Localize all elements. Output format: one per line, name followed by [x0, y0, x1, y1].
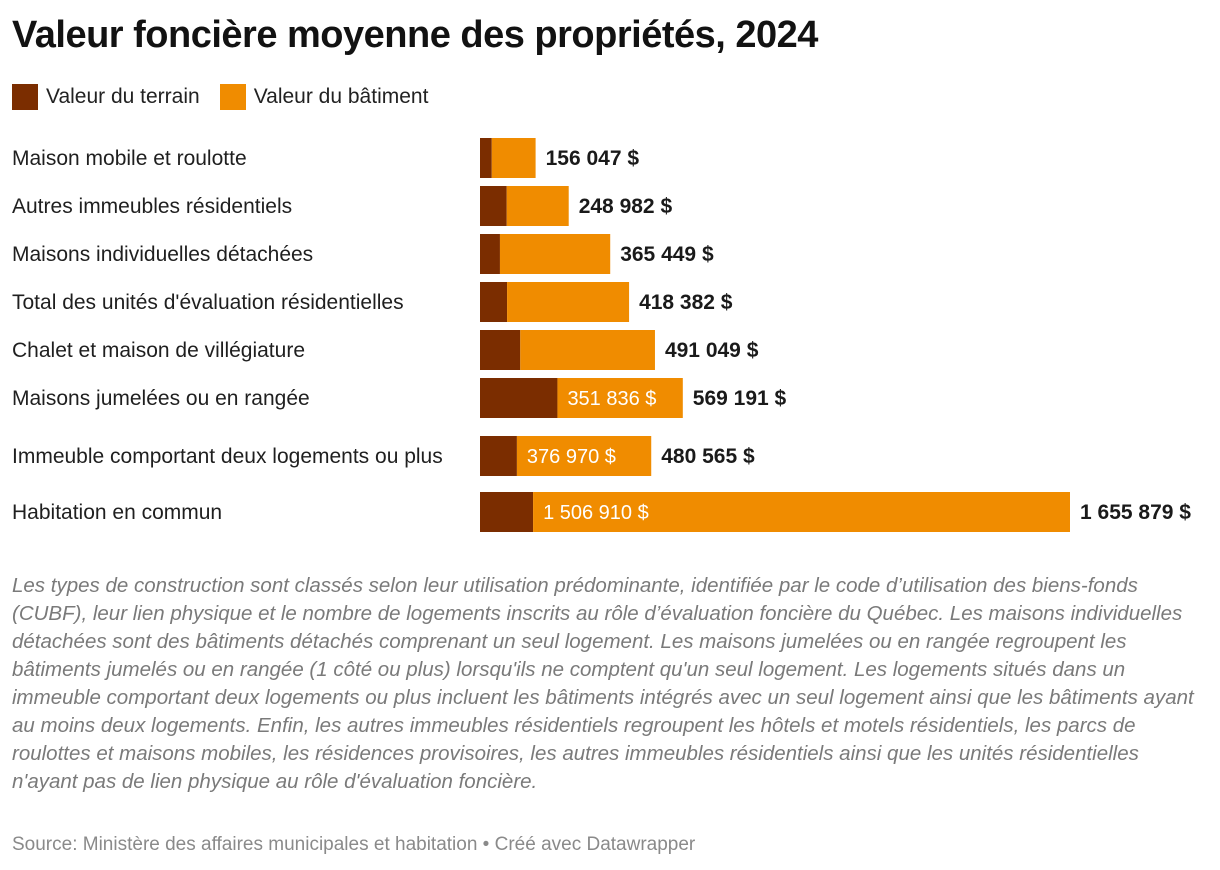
chart-notes: Les types de construction sont classés s…: [12, 574, 1194, 793]
total-value-label: 365 449 $: [620, 243, 714, 266]
bar-segment-batiment: [557, 378, 683, 418]
legend-swatch-terrain: [12, 84, 38, 110]
bar-segment-terrain: [480, 186, 507, 226]
total-value-label: 480 565 $: [661, 445, 755, 468]
category-label: Maisons jumelées ou en rangée: [12, 387, 310, 410]
bar-segment-terrain: [480, 492, 534, 532]
bar-segment-batiment: [507, 282, 630, 322]
bar-segment-batiment: [506, 186, 569, 226]
segment-value-label: 1 506 910 $: [543, 502, 649, 524]
source-credit: Source: Ministère des affaires municipal…: [12, 834, 696, 855]
stacked-bar-chart: Maison mobile et roulotte 156 047 $ Autres…: [12, 138, 1191, 532]
chart-title: Valeur foncière moyenne des propriétés, …: [12, 14, 818, 56]
legend-label-batiment: Valeur du bâtiment: [253, 85, 429, 108]
category-label: Maisons individuelles détachées: [12, 243, 313, 266]
category-label: Chalet et maison de villégiature: [12, 339, 305, 362]
bar-segment-batiment: [533, 492, 1070, 532]
bar-segment-batiment: [491, 138, 536, 178]
bar-segment-batiment: [499, 234, 611, 274]
bar-segment-terrain: [480, 234, 500, 274]
legend-label-terrain: Valeur du terrain: [46, 85, 200, 108]
total-value-label: 569 191 $: [693, 387, 787, 410]
category-label: Autres immeubles résidentiels: [12, 195, 292, 218]
bar-segment-terrain: [480, 436, 517, 476]
total-value-label: 491 049 $: [665, 339, 759, 362]
bar-segment-batiment: [520, 330, 655, 370]
bar-segment-terrain: [480, 378, 558, 418]
bar-segment-terrain: [480, 138, 492, 178]
legend-item-batiment: Valeur du bâtiment: [219, 84, 429, 110]
bar-segment-batiment: [516, 436, 652, 476]
segment-value-label: 351 836 $: [567, 388, 656, 410]
category-label: Maison mobile et roulotte: [12, 147, 247, 170]
legend-item-terrain: Valeur du terrain: [12, 84, 200, 110]
total-value-label: 418 382 $: [639, 291, 733, 314]
total-value-label: 1 655 879 $: [1080, 501, 1191, 524]
category-label: Immeuble comportant deux logements ou pl…: [12, 445, 443, 468]
bar-segment-terrain: [480, 330, 521, 370]
bar-segment-terrain: [480, 282, 508, 322]
legend-swatch-batiment: [219, 84, 246, 110]
legend: Valeur du terrain Valeur du bâtiment: [12, 82, 428, 112]
category-label: Habitation en commun: [12, 501, 222, 524]
total-value-label: 156 047 $: [546, 147, 640, 170]
total-value-label: 248 982 $: [579, 195, 673, 218]
segment-value-label: 376 970 $: [527, 446, 616, 468]
category-label: Total des unités d'évaluation résidentie…: [12, 291, 404, 314]
